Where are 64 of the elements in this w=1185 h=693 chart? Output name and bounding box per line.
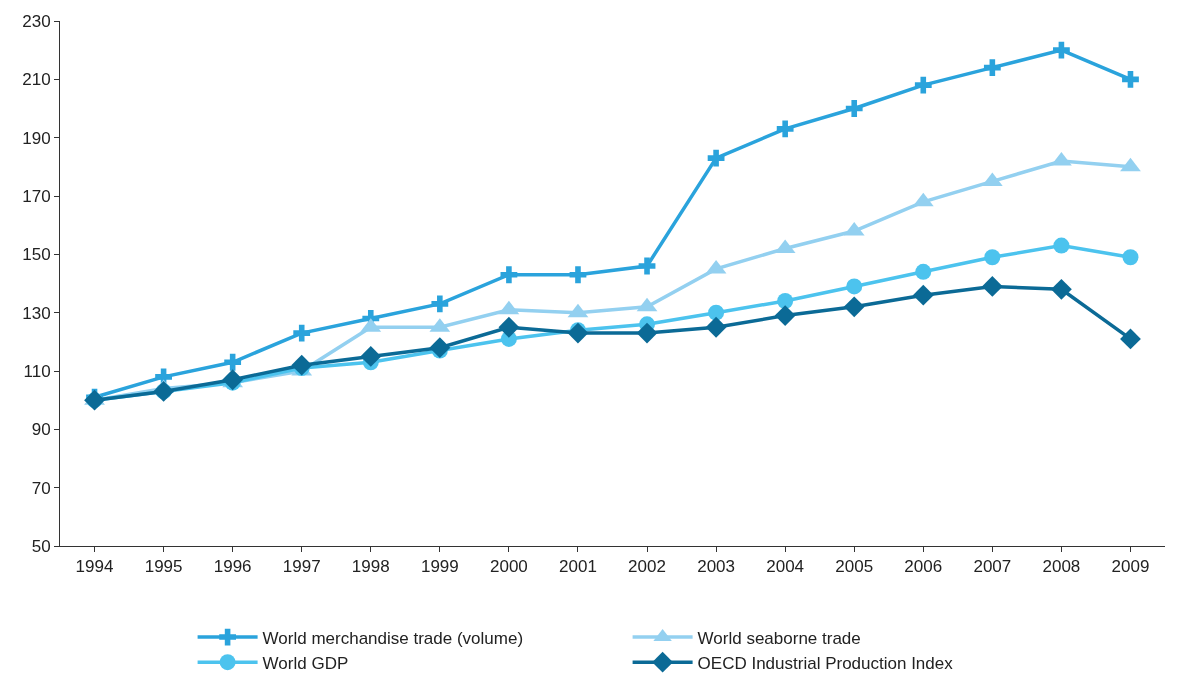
point (984, 249, 1001, 266)
legend-label: World GDP (262, 653, 349, 673)
point (429, 337, 451, 359)
y-tick-label: 70 (31, 478, 51, 498)
point (707, 149, 725, 167)
point (636, 322, 658, 344)
point (291, 354, 313, 376)
y-tick-label: 50 (31, 536, 51, 556)
x-tick-label: 1998 (351, 557, 390, 577)
x-tick-label: 2001 (559, 557, 597, 577)
point (567, 322, 589, 344)
point (845, 100, 863, 117)
point (1120, 328, 1141, 350)
x-tick-label: 1994 (75, 557, 114, 577)
y-tick-label: 130 (22, 303, 51, 323)
point (705, 316, 727, 338)
y-tick-label: 150 (22, 245, 51, 265)
point (224, 353, 242, 371)
point (1051, 278, 1072, 300)
x-tick-label: 2006 (904, 557, 943, 577)
point (774, 305, 796, 326)
point (981, 276, 1003, 297)
x-tick-label: 2008 (1042, 557, 1081, 577)
x-tick-label: 2000 (490, 557, 528, 577)
x-tick-label: 2009 (1111, 557, 1150, 577)
point (983, 59, 1001, 77)
x-tick-label: 2004 (766, 557, 805, 577)
point (915, 263, 932, 280)
y-tick-label: 210 (22, 70, 51, 90)
point (777, 293, 794, 309)
point (498, 316, 520, 338)
point (843, 296, 865, 318)
x-tick-label: 2003 (697, 557, 735, 577)
y-tick-label: 90 (31, 420, 51, 440)
legend-label: World seaborne trade (697, 628, 861, 648)
point (1053, 41, 1070, 59)
point (1053, 237, 1070, 254)
x-tick-label: 2002 (628, 557, 666, 577)
y-tick-label: 190 (22, 128, 51, 148)
x-tick-label: 2007 (973, 557, 1012, 577)
point (776, 120, 794, 138)
point (1122, 70, 1139, 88)
point (1122, 249, 1139, 266)
y-tick-label: 230 (22, 11, 51, 31)
point (293, 324, 311, 342)
point (222, 369, 244, 391)
y-tick-label: 170 (22, 186, 51, 206)
legend-label: OECD Industrial Production Index (697, 653, 954, 673)
point (912, 284, 934, 306)
x-tick-label: 1996 (213, 557, 252, 577)
point (500, 266, 518, 284)
x-tick-label: 1999 (420, 557, 459, 577)
x-tick-label: 2005 (835, 557, 874, 577)
point (638, 257, 656, 275)
y-tick-label: 110 (23, 361, 51, 381)
point (914, 76, 932, 94)
x-tick-label: 1995 (144, 557, 183, 577)
point (708, 304, 725, 321)
x-tick-label: 1997 (282, 557, 321, 577)
point (846, 278, 863, 295)
point (569, 266, 587, 284)
legend-label: World merchandise trade (volume) (262, 628, 524, 648)
point (431, 295, 449, 313)
point (360, 346, 382, 367)
